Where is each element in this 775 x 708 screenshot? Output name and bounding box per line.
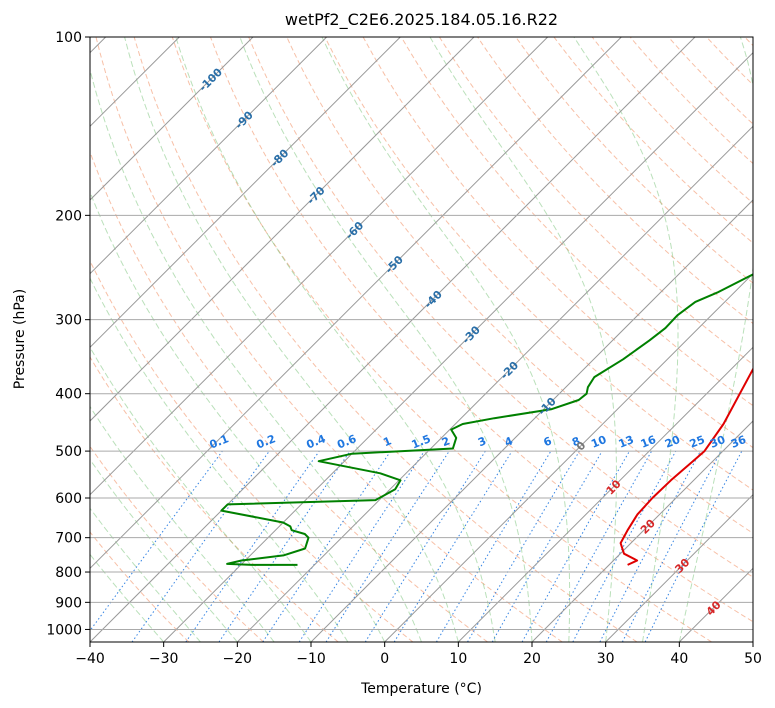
- dry-adiabat: [362, 37, 753, 449]
- isotherm-line: [605, 493, 753, 642]
- moist-adiabat: [90, 553, 165, 642]
- mixing-ratio-line: [298, 450, 425, 642]
- moist-adiabat: [175, 37, 496, 642]
- isotherm-line: [90, 37, 549, 496]
- dry-adiabat: [515, 37, 753, 284]
- dry-adiabat: [286, 37, 753, 534]
- x-tick-label: −40: [75, 651, 105, 667]
- moist-adiabat: [90, 277, 349, 642]
- mixing-ratio-line: [262, 450, 392, 642]
- y-tick-label: 100: [55, 30, 82, 46]
- isotherm-line: [163, 51, 753, 642]
- y-axis-title: Pressure (hPa): [12, 289, 28, 389]
- mixing-ratio-line: [393, 450, 513, 642]
- mixing-ratio-label: 10: [589, 433, 608, 451]
- x-tick-label: 40: [670, 651, 688, 667]
- y-tick-label: 200: [55, 208, 82, 224]
- grid-lines: [90, 37, 753, 642]
- series-line-0: [619, 367, 753, 566]
- mixing-ratio-label: 3: [476, 434, 488, 449]
- isotherm-line: [90, 37, 328, 275]
- mixing-ratio-label: 2: [440, 434, 452, 449]
- x-tick-label: 0: [380, 651, 389, 667]
- mixing-ratio-line: [545, 450, 653, 642]
- mixing-ratio-label: 16: [639, 433, 658, 451]
- x-tick-label: 20: [523, 651, 541, 667]
- isotherm-line: [90, 37, 475, 422]
- mixing-ratio-line: [218, 450, 351, 642]
- x-tick-label: −20: [223, 651, 253, 667]
- series-line-1: [220, 273, 753, 566]
- isotherm-line: [310, 199, 753, 642]
- dry-adiabat: [90, 259, 414, 642]
- mixing-ratio-line: [131, 450, 270, 642]
- moist-adiabat: [90, 67, 422, 642]
- x-tick-label: −10: [296, 651, 326, 667]
- mixing-ratio-line: [644, 450, 743, 642]
- y-axis-ticks: 100 200 300 400 500 600 700 800 900 1000: [46, 30, 90, 638]
- mixing-ratio-line: [185, 450, 320, 642]
- mixing-ratio-label: 25: [688, 433, 707, 451]
- x-tick-label: 30: [597, 651, 615, 667]
- dry-adiabat: [90, 150, 488, 642]
- mixing-ratio-line: [572, 450, 677, 642]
- dry-adiabat: [591, 37, 753, 204]
- x-tick-label: 50: [744, 651, 762, 667]
- isotherm-line: [531, 420, 753, 642]
- moist-adiabat: [321, 37, 571, 642]
- mixing-ratio-label: 1: [381, 434, 393, 449]
- moist-adiabat: [429, 37, 617, 642]
- x-tick-label: −30: [149, 651, 179, 667]
- mixing-ratio-line: [90, 450, 223, 632]
- isotherm-line: [236, 125, 753, 642]
- dry-adiabat: [400, 37, 753, 407]
- mixing-ratio-label: 36: [729, 433, 748, 451]
- y-tick-label: 700: [55, 531, 82, 547]
- moist-adiabat: [90, 458, 238, 642]
- dry-adiabat: [171, 37, 712, 642]
- isotherm-line: [457, 346, 753, 642]
- chart-title: wetPf2_C2E6.2025.184.05.16.R22: [285, 10, 558, 30]
- isotherm-line: [90, 37, 254, 201]
- moist-adiabat: [678, 37, 753, 642]
- x-axis-title: Temperature (°C): [360, 681, 482, 697]
- moist-adiabat: [124, 37, 459, 642]
- isotherm-line: [90, 37, 401, 349]
- y-tick-label: 1000: [46, 622, 82, 638]
- dry-adiabat: [210, 37, 753, 623]
- y-tick-label: 600: [55, 491, 82, 507]
- dry-adiabat: [90, 356, 339, 642]
- isotherm-line: [90, 37, 622, 570]
- plot-frame: [89, 36, 754, 643]
- mixing-ratio-label: 30: [708, 433, 727, 451]
- moist-adiabat: [90, 190, 386, 642]
- mixing-ratio-line: [325, 450, 450, 642]
- dry-adiabat: [324, 37, 753, 491]
- x-tick-label: 10: [449, 651, 467, 667]
- moist-adiabat: [90, 507, 201, 642]
- isotherm-line: [90, 37, 696, 642]
- dry-adiabat: [248, 37, 753, 578]
- dry-adiabat: [629, 37, 753, 165]
- series-layer: [220, 273, 753, 566]
- mixing-ratio-label: 20: [663, 433, 682, 451]
- moist-adiabat: [239, 37, 533, 642]
- y-tick-label: 800: [55, 565, 82, 581]
- mixing-ratio-label: 8: [570, 434, 582, 449]
- dry-adiabat: [133, 37, 638, 642]
- y-tick-label: 900: [55, 595, 82, 611]
- isotherm-line: [384, 272, 753, 642]
- y-tick-label: 300: [55, 313, 82, 329]
- x-axis-ticks: −40 −30 −20 −10 0 10 20 30 40 50: [75, 642, 762, 667]
- mixing-ratio-line: [521, 450, 630, 642]
- dry-adiabat: [90, 531, 190, 642]
- y-tick-label: 400: [55, 387, 82, 403]
- background-lines: [90, 37, 753, 642]
- moist-adiabat: [573, 37, 679, 642]
- dry-adiabat: [438, 37, 753, 366]
- y-tick-label: 500: [55, 444, 82, 460]
- mixing-ratio-label: 13: [617, 433, 636, 451]
